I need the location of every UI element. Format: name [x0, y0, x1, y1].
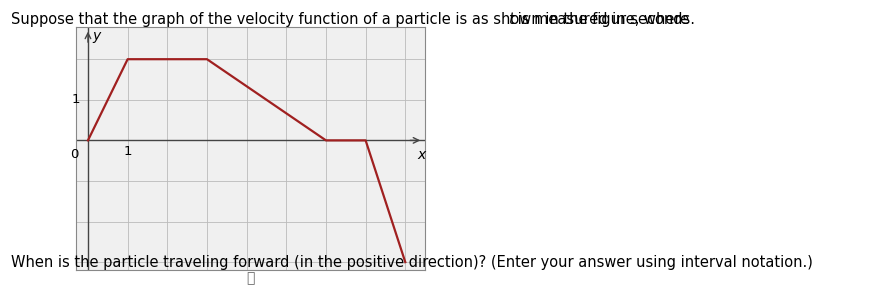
- Text: is measured in seconds.: is measured in seconds.: [513, 12, 695, 27]
- Text: 0: 0: [70, 148, 78, 161]
- Text: ⓘ: ⓘ: [246, 271, 255, 285]
- Text: Suppose that the graph of the velocity function of a particle is as shown in the: Suppose that the graph of the velocity f…: [11, 12, 693, 27]
- Text: x: x: [417, 148, 425, 162]
- Text: When is the particle traveling forward (in the positive direction)? (Enter your : When is the particle traveling forward (…: [11, 255, 812, 271]
- Text: y: y: [93, 29, 101, 43]
- Text: 1: 1: [72, 93, 80, 106]
- Text: 1: 1: [123, 145, 131, 158]
- Text: t: t: [508, 12, 513, 27]
